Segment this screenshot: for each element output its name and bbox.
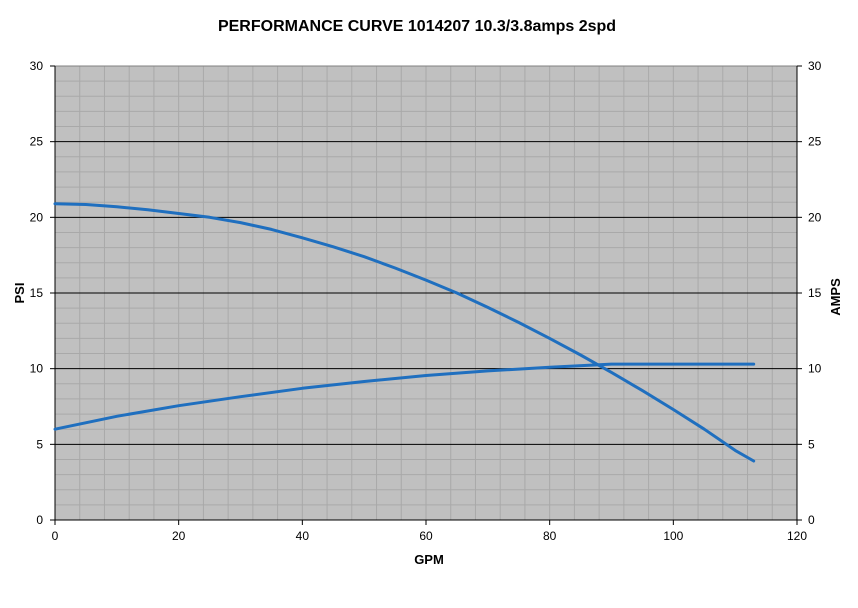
x-tick-label: 40 bbox=[296, 529, 310, 543]
y2-tick-label: 10 bbox=[808, 362, 822, 376]
x-axis: 0 20 40 60 80 100 120 bbox=[52, 519, 807, 543]
x-tick-label: 80 bbox=[543, 529, 557, 543]
x-tick-label: 120 bbox=[787, 529, 807, 543]
x-tick-label: 20 bbox=[172, 529, 186, 543]
y2-axis-label: AMPS bbox=[828, 278, 843, 316]
y-axis-label: PSI bbox=[12, 283, 27, 304]
amps-series-line bbox=[53, 362, 756, 431]
y-axis-right: 0 5 10 15 20 25 30 bbox=[796, 59, 822, 527]
x-tick-label: 0 bbox=[52, 529, 59, 543]
y-tick-label: 10 bbox=[30, 362, 44, 376]
y-tick-label: 15 bbox=[30, 286, 44, 300]
y-tick-label: 20 bbox=[30, 210, 44, 224]
y2-tick-label: 20 bbox=[808, 210, 822, 224]
x-tick-label: 100 bbox=[663, 529, 683, 543]
x-tick-label: 60 bbox=[419, 529, 433, 543]
series-layer bbox=[53, 202, 756, 463]
psi-series-line bbox=[53, 202, 756, 463]
y-axis-left: 0 5 10 15 20 25 30 bbox=[30, 59, 56, 527]
y-tick-label: 0 bbox=[36, 513, 43, 527]
y2-tick-label: 30 bbox=[808, 59, 822, 73]
chart-title: PERFORMANCE CURVE 1014207 10.3/3.8amps 2… bbox=[218, 18, 616, 35]
major-gridlines bbox=[55, 141, 797, 445]
y2-tick-label: 25 bbox=[808, 135, 822, 149]
y-tick-label: 25 bbox=[30, 135, 44, 149]
x-axis-label: GPM bbox=[414, 552, 444, 567]
y2-tick-label: 0 bbox=[808, 513, 815, 527]
y2-tick-label: 5 bbox=[808, 437, 815, 451]
y2-tick-label: 15 bbox=[808, 286, 822, 300]
y-tick-label: 5 bbox=[36, 437, 43, 451]
y-tick-label: 30 bbox=[30, 59, 44, 73]
